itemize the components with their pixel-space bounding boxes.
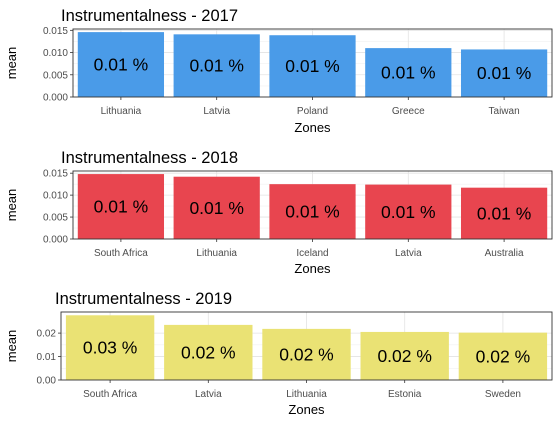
data-label: 0.02 % <box>476 346 530 366</box>
chart-title: Instrumentalness - 2017 <box>61 7 238 25</box>
data-label: 0.03 % <box>83 338 137 358</box>
y-tick-label: 0.01 <box>37 352 57 363</box>
data-label: 0.01 % <box>285 56 339 76</box>
bar-taiwan <box>460 49 548 97</box>
bar-greece <box>365 48 452 97</box>
y-tick-label: 0.00 <box>37 376 57 387</box>
data-label: 0.01 % <box>285 202 339 222</box>
x-tick-label: Lithuania <box>196 248 237 259</box>
data-label: 0.01 % <box>477 203 531 223</box>
bar-lithuania <box>77 32 165 97</box>
y-tick-label: 0.015 <box>43 26 68 37</box>
data-label: 0.01 % <box>94 55 148 75</box>
data-label: 0.01 % <box>94 197 148 217</box>
bar-latvia <box>164 324 253 380</box>
x-tick-label: South Africa <box>94 248 148 259</box>
x-axis-title: Zones <box>294 261 331 276</box>
data-label: 0.01 % <box>477 63 531 83</box>
y-tick-label: 0.02 <box>37 329 57 340</box>
x-tick-label: Latvia <box>195 389 222 400</box>
y-tick-label: 0.010 <box>43 48 68 59</box>
data-label: 0.02 % <box>181 342 235 362</box>
x-tick-label: Lithuania <box>101 106 142 117</box>
y-tick-label: 0.015 <box>43 169 68 180</box>
data-label: 0.01 % <box>381 63 435 83</box>
x-axis-title: Zones <box>288 402 325 417</box>
y-axis-title: mean <box>4 47 19 80</box>
chart-title: Instrumentalness - 2018 <box>61 149 238 167</box>
bar-poland <box>269 35 356 97</box>
x-tick-label: Iceland <box>296 248 328 259</box>
chart-3: 0.03 % 0.02 % 0.02 % 0.02 % 0.02 % 0.00 0.01 0.… <box>4 290 553 417</box>
bar-australia <box>460 187 548 239</box>
bar-lithuania <box>262 328 351 380</box>
data-label: 0.02 % <box>377 346 431 366</box>
chart-1: 0.01 % 0.01 % 0.01 % 0.01 % 0.01 % 0.000 0.005… <box>4 7 553 135</box>
bar-iceland <box>269 184 356 239</box>
x-tick-label: Greece <box>392 106 425 117</box>
bar-latvia <box>173 34 260 97</box>
x-tick-label: Latvia <box>395 248 422 259</box>
x-tick-label: Australia <box>485 248 524 259</box>
data-label: 0.01 % <box>381 202 435 222</box>
data-label: 0.01 % <box>189 198 243 218</box>
bar-south-africa <box>77 174 165 239</box>
y-tick-label: 0.005 <box>43 70 68 81</box>
bar-estonia <box>360 331 449 380</box>
bar-lithuania <box>173 176 260 239</box>
chart-title: Instrumentalness - 2019 <box>55 290 232 308</box>
y-tick-label: 0.000 <box>43 93 68 104</box>
x-tick-label: Estonia <box>388 389 422 400</box>
y-tick-label: 0.005 <box>43 213 68 224</box>
bar-latvia <box>365 184 452 239</box>
bar-sweden <box>458 332 548 380</box>
x-tick-label: Taiwan <box>489 106 520 117</box>
bar-south-africa <box>65 315 155 380</box>
x-tick-label: South Africa <box>83 389 137 400</box>
x-axis-title: Zones <box>294 120 331 135</box>
x-tick-label: Poland <box>297 106 328 117</box>
y-tick-label: 0.000 <box>43 235 68 246</box>
y-axis-title: mean <box>4 189 19 222</box>
x-tick-label: Lithuania <box>286 389 327 400</box>
y-axis-title: mean <box>4 330 19 363</box>
data-label: 0.02 % <box>279 344 333 364</box>
x-tick-label: Sweden <box>485 389 521 400</box>
y-tick-label: 0.010 <box>43 191 68 202</box>
chart-2: 0.01 % 0.01 % 0.01 % 0.01 % 0.01 % 0.000 0.005… <box>4 149 553 276</box>
data-label: 0.01 % <box>189 56 243 76</box>
x-tick-label: Latvia <box>203 106 230 117</box>
